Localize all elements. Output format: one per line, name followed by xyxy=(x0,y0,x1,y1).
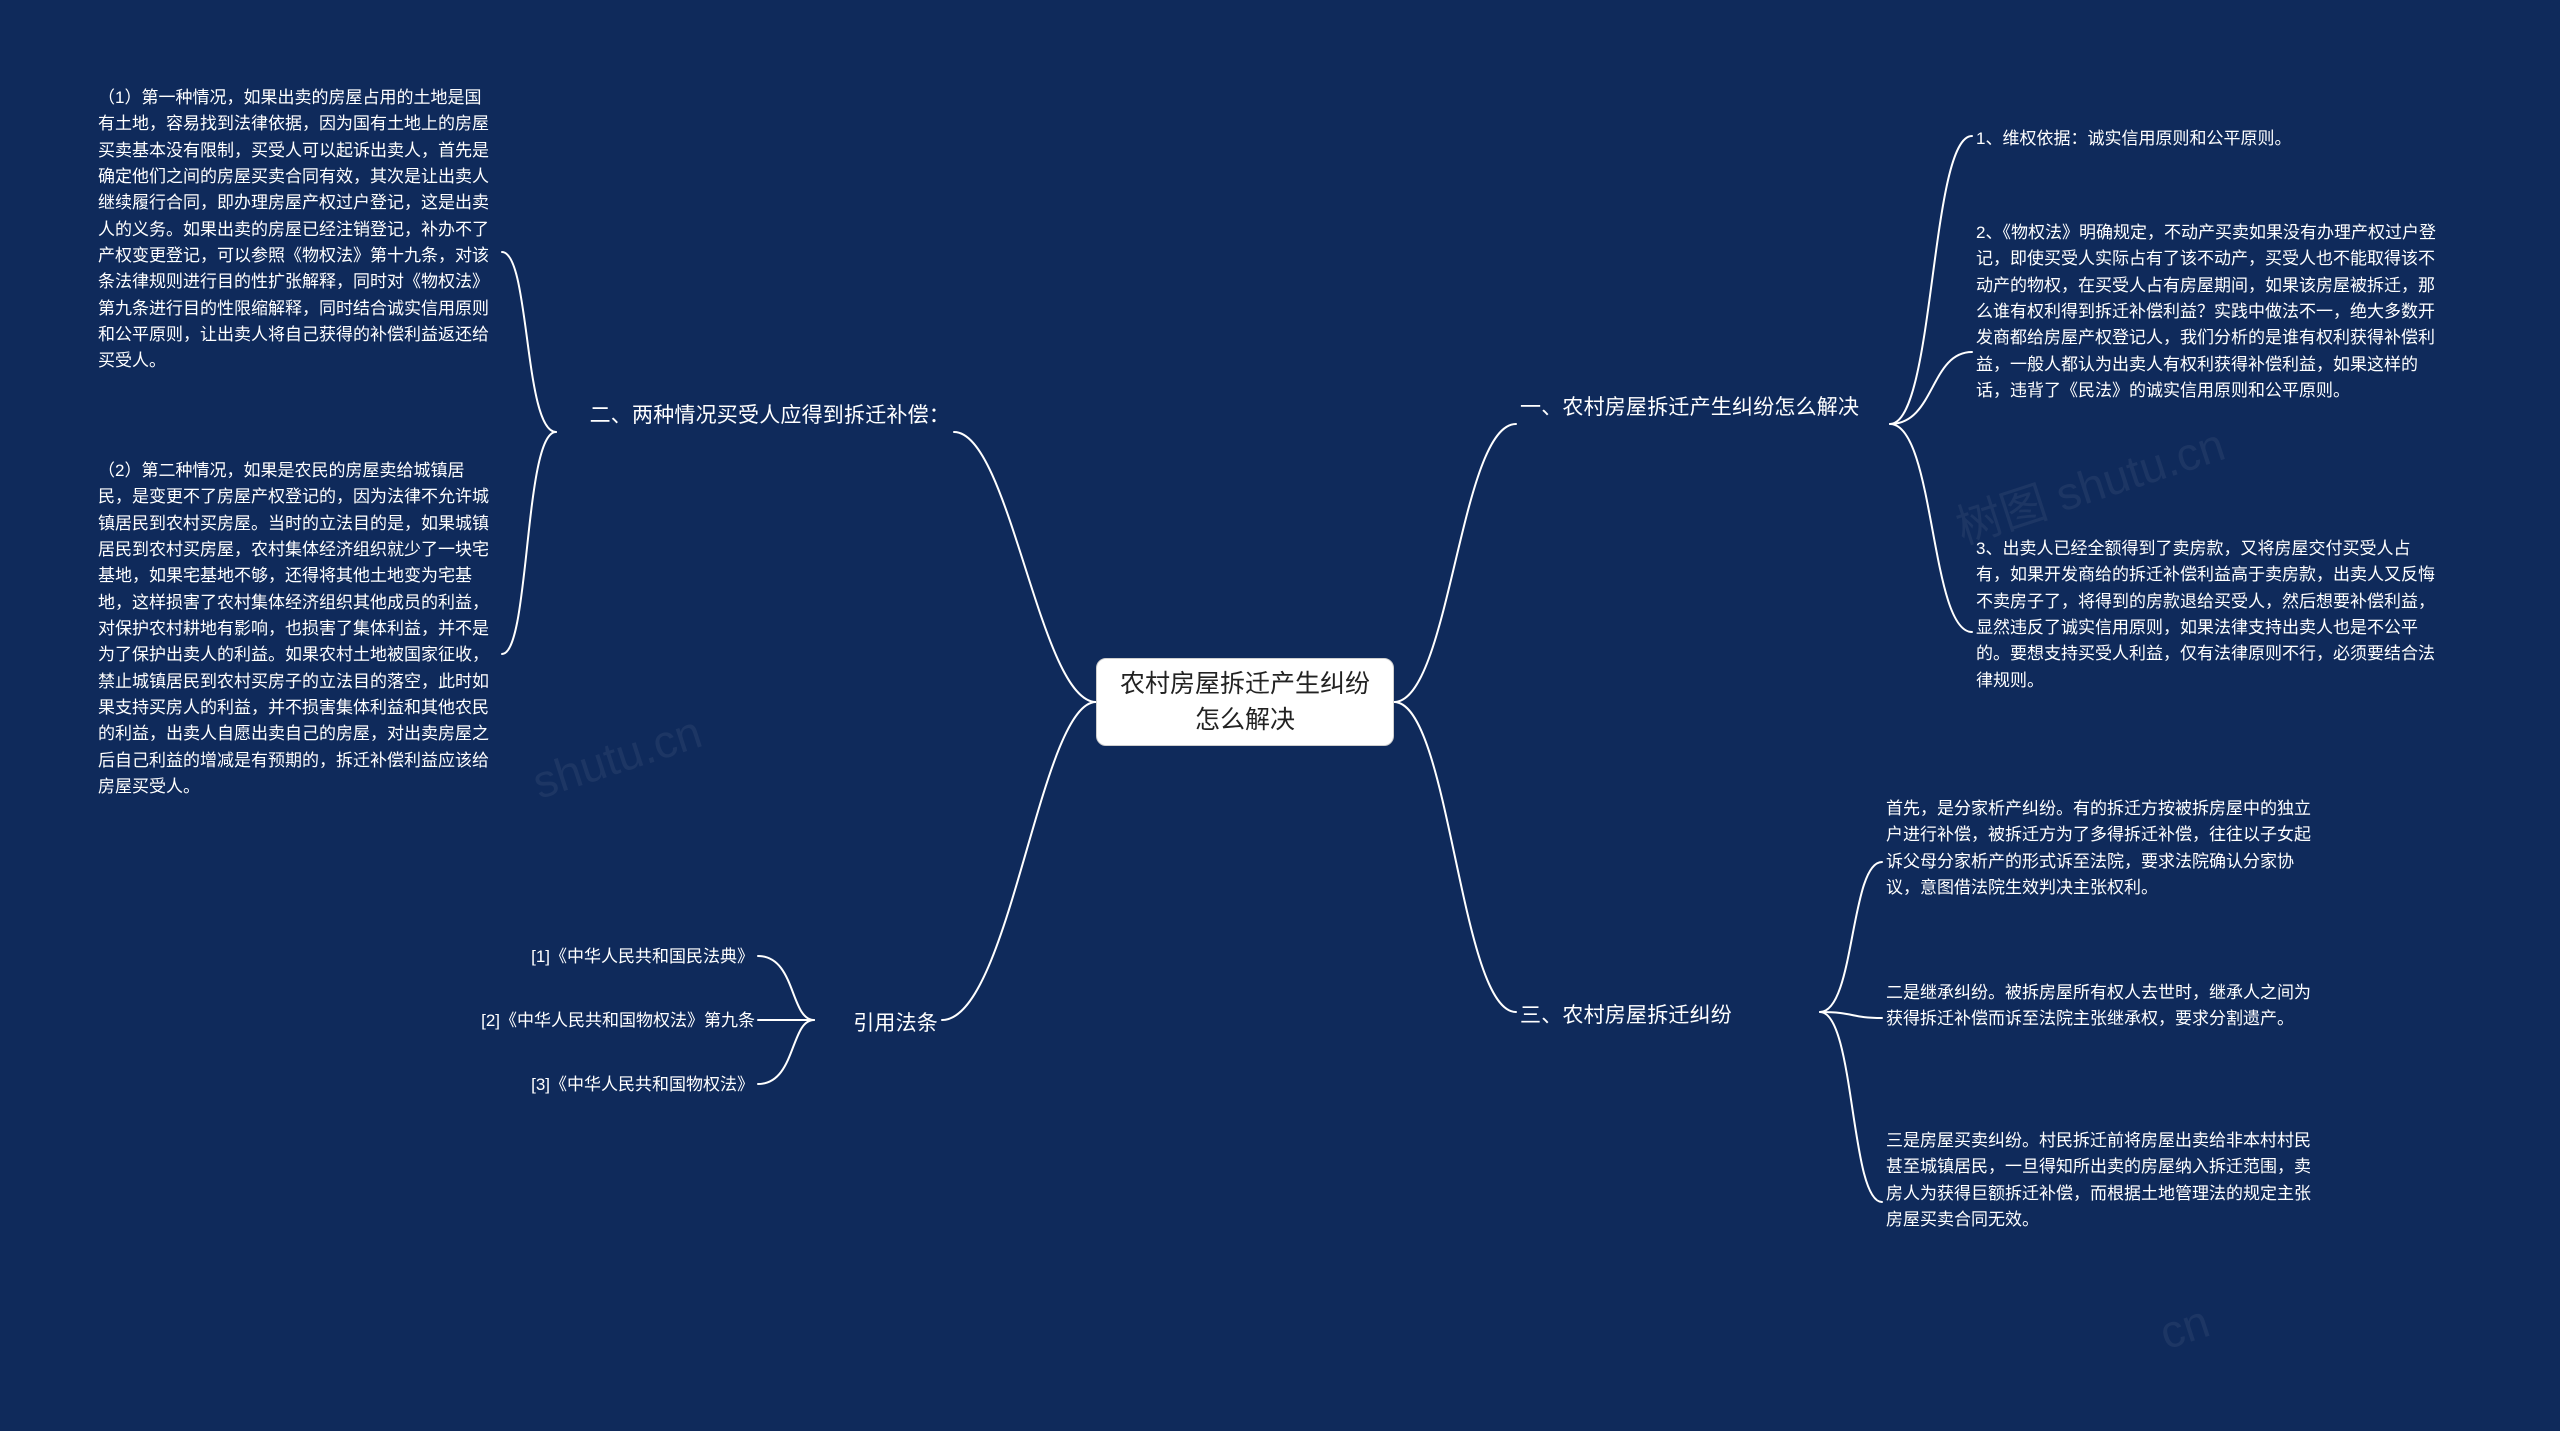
branch-r1[interactable]: 一、农村房屋拆迁产生纠纷怎么解决 xyxy=(1520,392,1890,425)
branch-r3[interactable]: 三、农村房屋拆迁纠纷 xyxy=(1520,1000,1820,1033)
leaf-r3a[interactable]: 首先，是分家析产纠纷。有的拆迁方按被拆房屋中的独立户进行补偿，被拆迁方为了多得拆… xyxy=(1886,796,2326,901)
leaf-r1b[interactable]: 2、《物权法》明确规定，不动产买卖如果没有办理产权过户登记，即使买受人实际占有了… xyxy=(1976,220,2436,404)
branch-lref[interactable]: 引用法条 xyxy=(818,1008,938,1041)
leaf-r3b[interactable]: 二是继承纠纷。被拆房屋所有权人去世时，继承人之间为获得拆迁补偿而诉至法院主张继承… xyxy=(1886,980,2326,1033)
leaf-r1c[interactable]: 3、出卖人已经全额得到了卖房款，又将房屋交付买受人占有，如果开发商给的拆迁补偿利… xyxy=(1976,536,2436,694)
leaf-r3c[interactable]: 三是房屋买卖纠纷。村民拆迁前将房屋出卖给非本村村民甚至城镇居民，一旦得知所出卖的… xyxy=(1886,1128,2326,1233)
watermark: shutu.cn xyxy=(526,704,708,809)
mindmap-viewport: 树图 shutu.cn shutu.cn cn 农村房屋拆迁产生纠纷怎么解决 一… xyxy=(0,0,2560,1431)
central-topic[interactable]: 农村房屋拆迁产生纠纷怎么解决 xyxy=(1096,658,1394,746)
leaf-lrefa[interactable]: [1]《中华人民共和国民法典》 xyxy=(444,944,754,970)
watermark: cn xyxy=(2153,1294,2216,1360)
leaf-lrefb[interactable]: [2]《中华人民共和国物权法》第九条 xyxy=(383,1008,755,1034)
leaf-r1a[interactable]: 1、维权依据：诚实信用原则和公平原则。 xyxy=(1976,126,2416,152)
branch-l2[interactable]: 二、两种情况买受人应得到拆迁补偿： xyxy=(560,400,950,433)
leaf-lrefc[interactable]: [3]《中华人民共和国物权法》 xyxy=(444,1072,754,1098)
leaf-l2a[interactable]: （1）第一种情况，如果出卖的房屋占用的土地是国有土地，容易找到法律依据，因为国有… xyxy=(98,85,498,375)
leaf-l2b[interactable]: （2）第二种情况，如果是农民的房屋卖给城镇居民，是变更不了房屋产权登记的，因为法… xyxy=(98,458,498,800)
